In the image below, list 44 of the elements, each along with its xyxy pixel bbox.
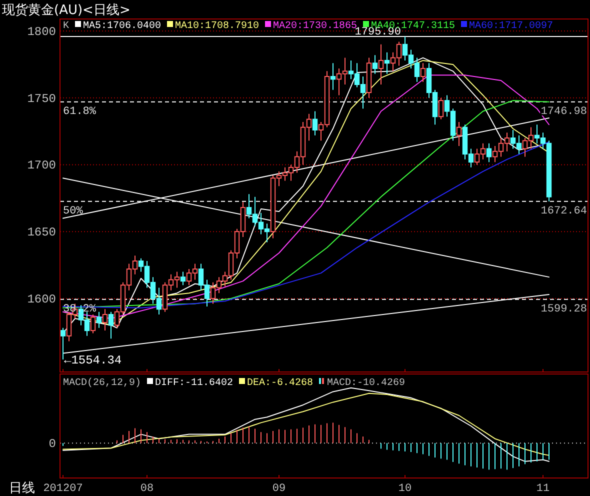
candlestick bbox=[438, 97, 444, 120]
legend-label: MA10:1708.7910 bbox=[175, 21, 260, 32]
x-tick-label: 11 bbox=[536, 483, 550, 495]
ref-line-label: 0 bbox=[48, 437, 56, 452]
annotation: 50% bbox=[63, 205, 84, 218]
candlestick bbox=[486, 142, 492, 163]
legend-label: DIFF:-11.6402 bbox=[155, 378, 234, 389]
y-tick-label: 1650 bbox=[27, 226, 56, 240]
candlestick bbox=[90, 314, 96, 334]
candlestick bbox=[102, 308, 108, 332]
x-axis-title: 日线 bbox=[9, 481, 35, 496]
annotation: ←1554.34 bbox=[64, 354, 122, 368]
legend-label: MA60:1717.0097 bbox=[469, 21, 554, 32]
legend-label: MA20:1730.1865 bbox=[273, 21, 358, 32]
ref-line-label: 1599.28 bbox=[540, 303, 587, 316]
candlestick bbox=[60, 327, 66, 360]
x-tick-label: 10 bbox=[398, 483, 412, 495]
candlestick bbox=[108, 311, 114, 340]
candlestick bbox=[456, 121, 462, 147]
x-tick-label: 09 bbox=[272, 483, 286, 495]
x-tick-label: 201207 bbox=[43, 483, 83, 495]
annotation: 1795.90 bbox=[354, 26, 401, 39]
candlestick bbox=[312, 110, 318, 136]
legend-label: MACD:-10.4269 bbox=[327, 378, 406, 389]
y-tick-label: 1750 bbox=[27, 92, 56, 106]
candlestick bbox=[96, 311, 102, 328]
candlestick bbox=[384, 52, 390, 74]
candlestick bbox=[180, 271, 186, 286]
ref-line-label: 1672.64 bbox=[540, 205, 588, 218]
legend-label: DEA:-6.4268 bbox=[247, 378, 314, 389]
candlestick bbox=[372, 54, 378, 74]
chart-title: 现货黄金(AU)<日线> bbox=[2, 3, 130, 18]
legend-title: MACD(26,12,9) bbox=[63, 377, 142, 389]
x-tick-label: 08 bbox=[140, 483, 154, 495]
y-tick-label: 1800 bbox=[27, 25, 56, 40]
candlestick bbox=[378, 44, 384, 86]
legend-label: MA5:1706.0400 bbox=[83, 21, 162, 32]
y-tick-label: 1700 bbox=[27, 158, 56, 173]
candlestick bbox=[420, 62, 426, 82]
legend-title: K bbox=[63, 21, 70, 32]
y-tick-label: 1600 bbox=[27, 292, 56, 306]
ref-line-label: 1746.98 bbox=[540, 106, 587, 118]
annotation: 61.8% bbox=[63, 106, 96, 118]
candlestick bbox=[330, 62, 336, 90]
